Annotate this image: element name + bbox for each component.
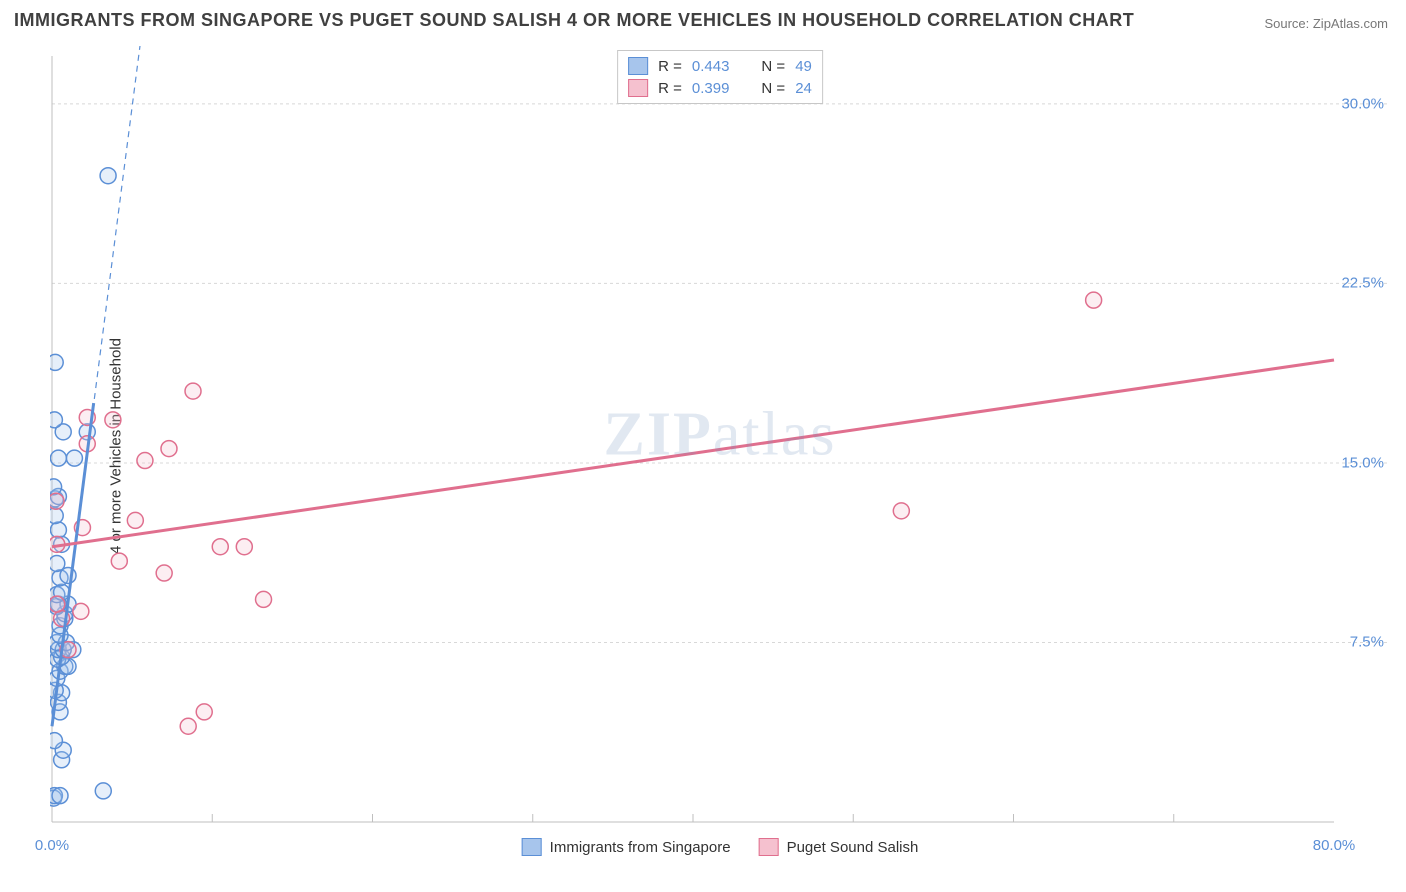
legend-label: Puget Sound Salish <box>787 839 919 856</box>
y-tick-label: 22.5% <box>1341 275 1384 292</box>
series-swatch-icon <box>628 79 648 97</box>
series-swatch-icon <box>628 57 648 75</box>
x-tick-label: 0.0% <box>35 837 69 854</box>
stat-row: R = 0.443 N = 49 <box>628 55 812 77</box>
n-value: 49 <box>795 58 812 75</box>
chart-plot-area: ZIPatlas R = 0.443 N = 49 R = 0.399 N = … <box>50 46 1390 856</box>
chart-title: IMMIGRANTS FROM SINGAPORE VS PUGET SOUND… <box>14 10 1134 31</box>
legend-item: Immigrants from Singapore <box>522 838 731 856</box>
y-tick-label: 7.5% <box>1350 634 1384 651</box>
r-value: 0.399 <box>692 80 730 97</box>
y-tick-label: 15.0% <box>1341 454 1384 471</box>
correlation-stat-legend: R = 0.443 N = 49 R = 0.399 N = 24 <box>617 50 823 104</box>
legend-item: Puget Sound Salish <box>759 838 919 856</box>
stat-row: R = 0.399 N = 24 <box>628 77 812 99</box>
n-value: 24 <box>795 80 812 97</box>
y-tick-label: 30.0% <box>1341 95 1384 112</box>
series-swatch-icon <box>759 838 779 856</box>
legend-label: Immigrants from Singapore <box>550 839 731 856</box>
source-attribution: Source: ZipAtlas.com <box>1264 16 1388 31</box>
series-legend: Immigrants from Singapore Puget Sound Sa… <box>522 838 919 856</box>
chart-svg <box>50 46 1390 856</box>
series-swatch-icon <box>522 838 542 856</box>
r-value: 0.443 <box>692 58 730 75</box>
x-tick-label: 80.0% <box>1313 837 1356 854</box>
